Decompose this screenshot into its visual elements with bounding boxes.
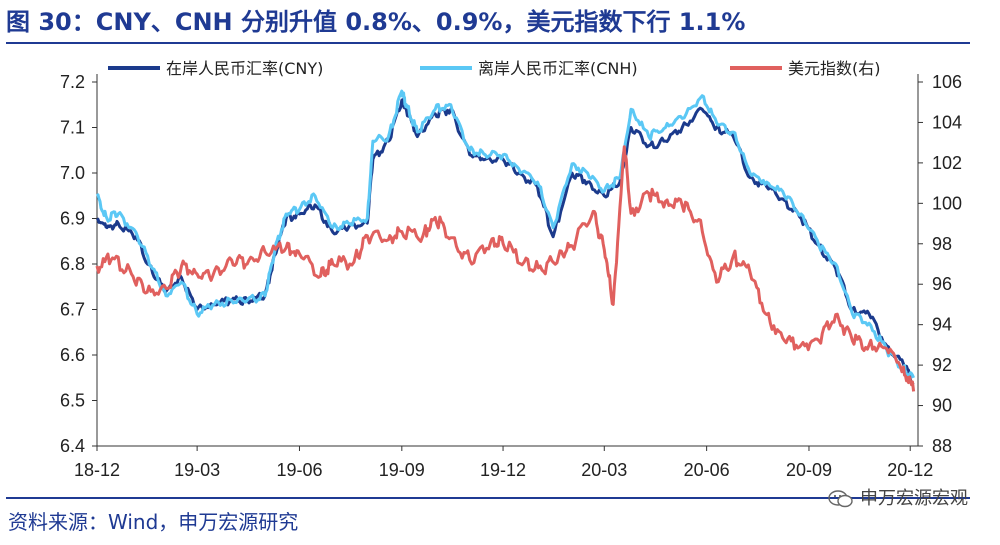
- left-tick-label: 6.4: [60, 436, 85, 456]
- legend-label: 在岸人民币汇率(CNY): [166, 59, 323, 78]
- right-tick-label: 88: [932, 436, 952, 456]
- right-tick-label: 98: [932, 234, 952, 254]
- x-tick-label: 19-09: [379, 460, 425, 480]
- left-tick-label: 7.2: [60, 72, 85, 92]
- legend-label: 离岸人民币汇率(CNH): [478, 59, 638, 78]
- right-tick-label: 104: [932, 112, 962, 132]
- figure-title: 图 30：CNY、CNH 分别升值 0.8%、0.9%，美元指数下行 1.1%: [6, 8, 746, 36]
- left-tick-label: 6.5: [60, 391, 85, 411]
- left-tick-label: 7.1: [60, 118, 85, 138]
- x-tick-label: 20-09: [786, 460, 832, 480]
- x-tick-label: 19-12: [480, 460, 526, 480]
- legend: 在岸人民币汇率(CNY) 离岸人民币汇率(CNH) 美元指数(右): [108, 59, 881, 78]
- x-tick-label: 20-12: [887, 460, 933, 480]
- watermark-text: 申万宏源宏观: [860, 488, 968, 509]
- x-tick-label: 19-06: [276, 460, 322, 480]
- right-tick-label: 90: [932, 396, 952, 416]
- source-rule: [6, 497, 970, 499]
- x-tick-label: 18-12: [74, 460, 120, 480]
- right-tick-label: 96: [932, 274, 952, 294]
- line-chart: 7.2 7.1 7.0 6.9 6.8 6.7 6.6 6.5 6.4 106 104 102 100 9…: [60, 59, 962, 480]
- right-tick-label: 94: [932, 315, 952, 335]
- series-layer: [95, 89, 916, 392]
- series-line-cnh: [95, 89, 915, 379]
- right-tick-label: 100: [932, 193, 962, 213]
- title-rule: [6, 42, 970, 44]
- left-tick-label: 6.8: [60, 254, 85, 274]
- right-tick-label: 102: [932, 153, 962, 173]
- x-tick-label: 20-03: [581, 460, 627, 480]
- left-tick-label: 6.9: [60, 209, 85, 229]
- legend-label: 美元指数(右): [788, 59, 881, 78]
- left-tick-label: 6.7: [60, 300, 85, 320]
- left-tick-label: 7.0: [60, 163, 85, 183]
- series-line-dxy: [95, 145, 916, 392]
- x-tick-label: 19-03: [174, 460, 220, 480]
- left-tick-label: 6.6: [60, 345, 85, 365]
- axes: 7.2 7.1 7.0 6.9 6.8 6.7 6.6 6.5 6.4 106 104 102 100 9…: [60, 72, 962, 480]
- source-note: 资料来源：Wind，申万宏源研究: [8, 510, 299, 534]
- right-tick-label: 106: [932, 72, 962, 92]
- watermark: 申万宏源宏观: [828, 484, 968, 510]
- x-tick-label: 20-06: [684, 460, 730, 480]
- wechat-icon: [828, 490, 853, 508]
- right-tick-label: 92: [932, 355, 952, 375]
